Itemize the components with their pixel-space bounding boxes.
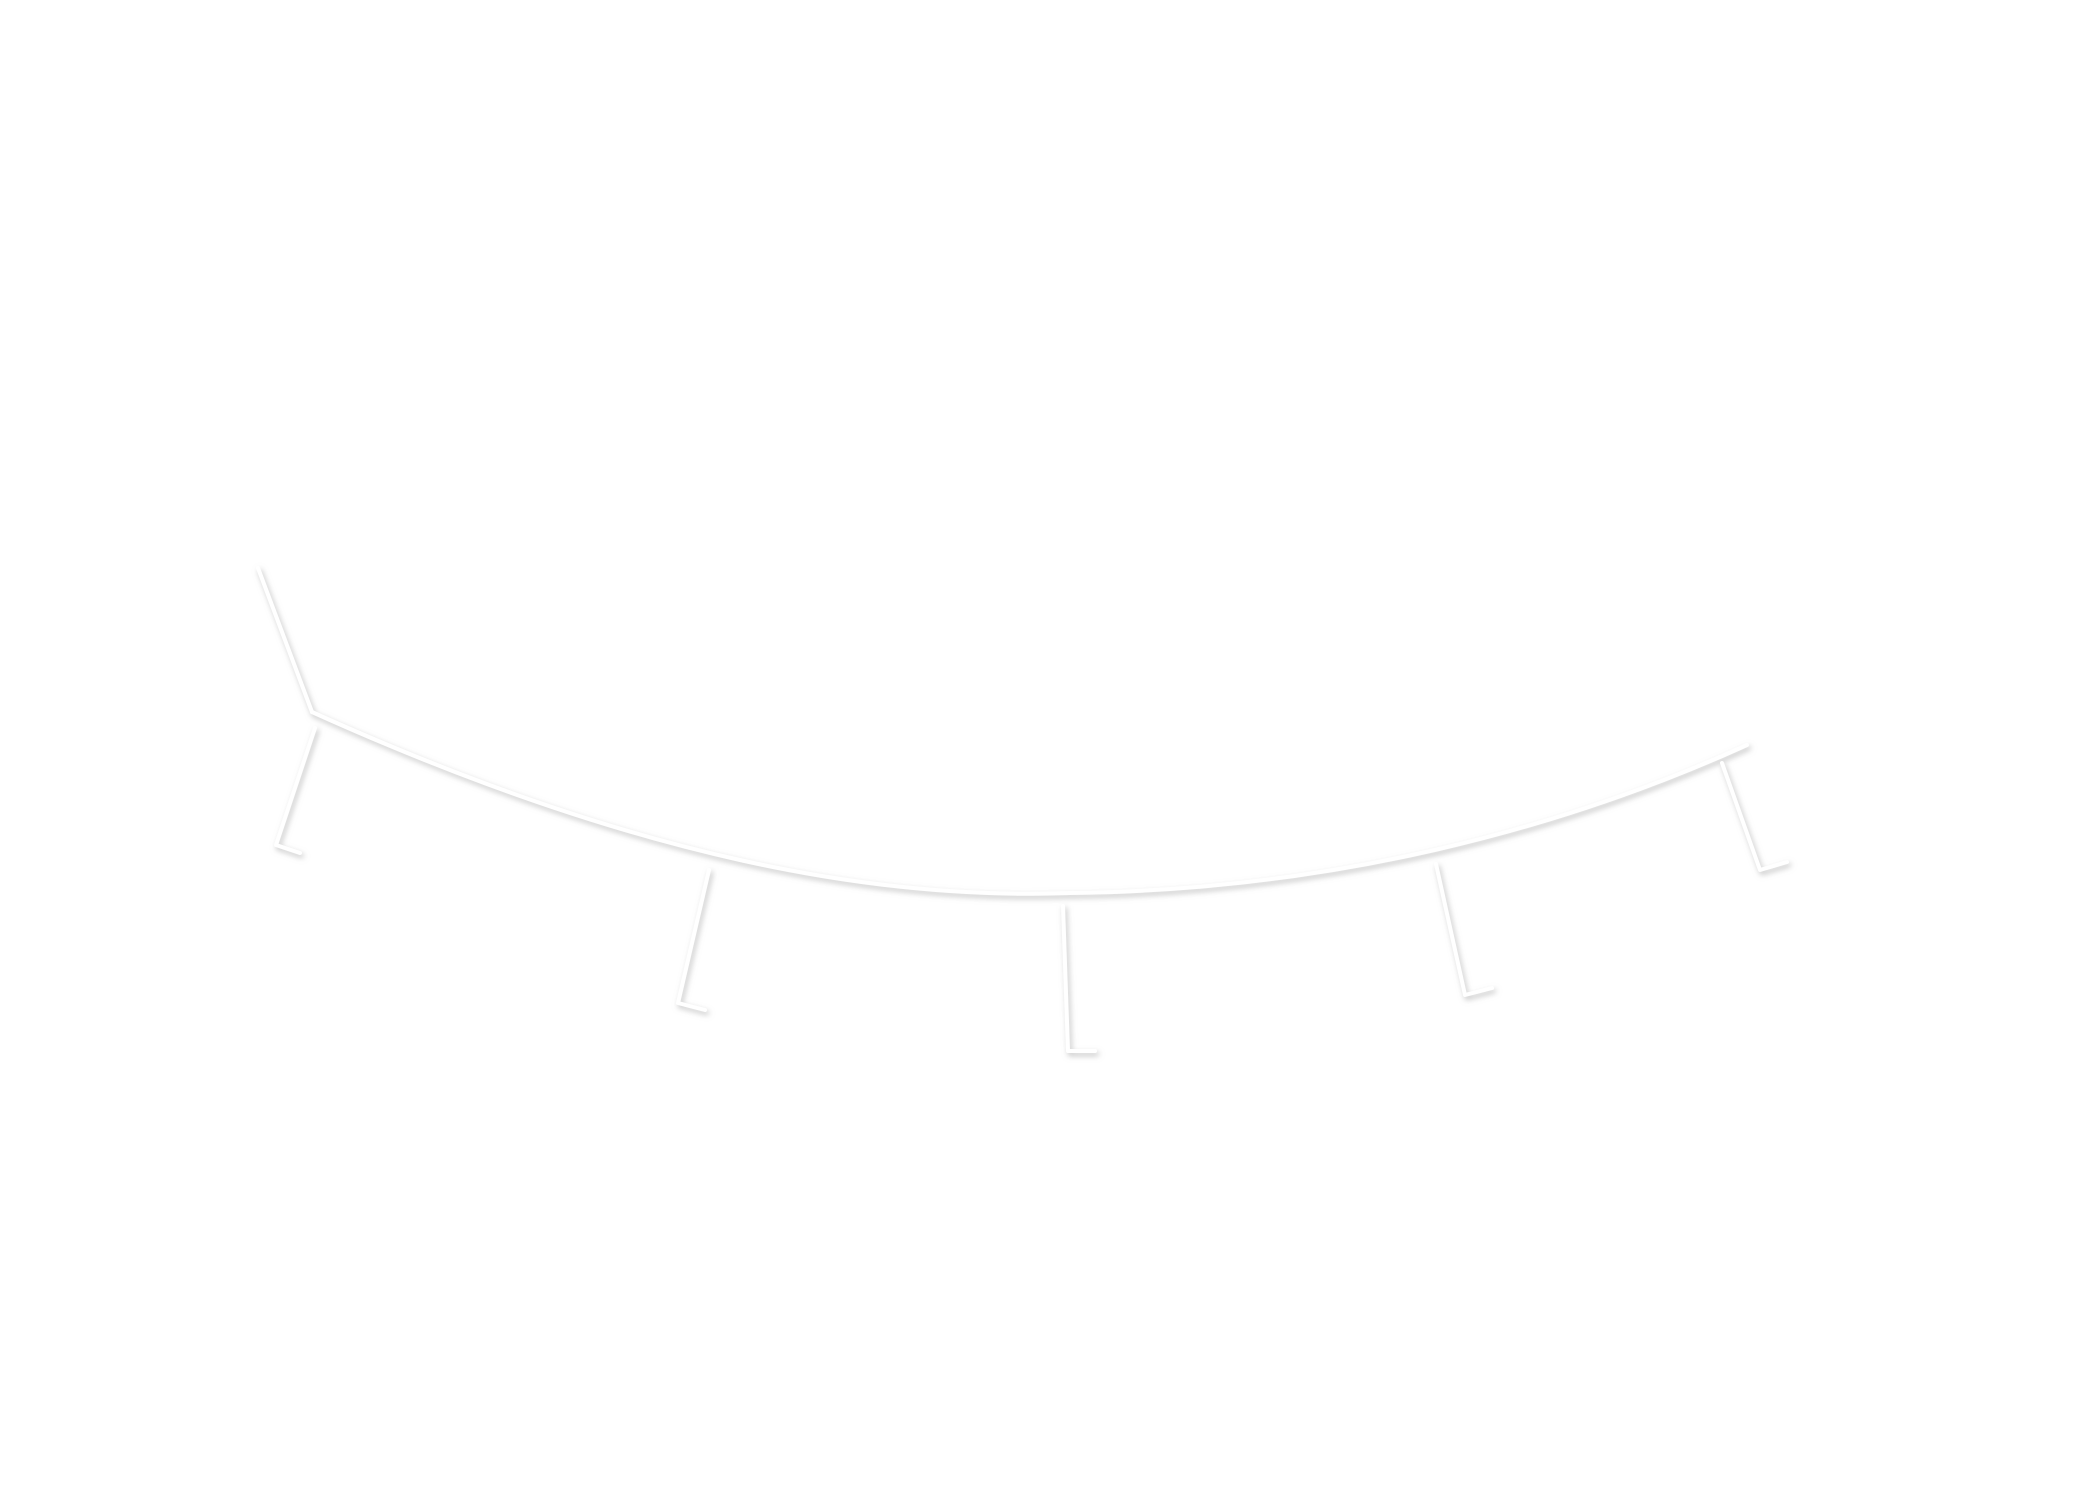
lash-4: [1434, 862, 1494, 997]
lash-1: [274, 726, 317, 855]
left-end-hook: [256, 566, 314, 714]
lash-5: [1720, 761, 1789, 872]
main-arc: [310, 710, 1749, 896]
lash-3: [1061, 904, 1097, 1053]
lash-2: [676, 868, 711, 1012]
